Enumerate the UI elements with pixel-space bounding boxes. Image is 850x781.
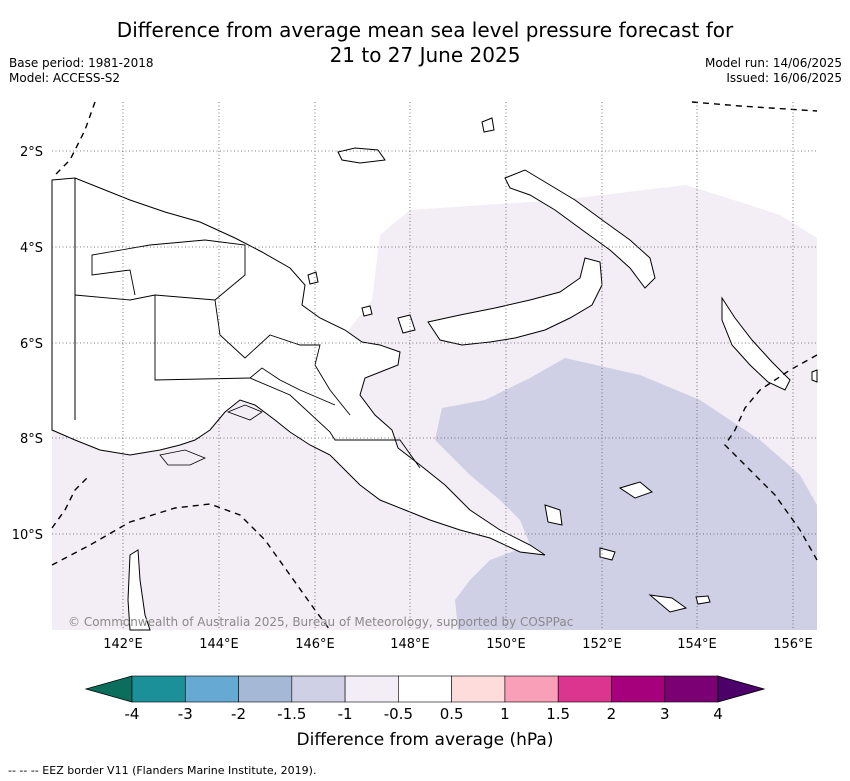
colorbar-segment	[344, 675, 399, 703]
small-island-umboi	[397, 314, 416, 334]
province-boundaries-south	[154, 295, 421, 469]
manus-island	[337, 147, 386, 164]
lon-label-148e: 148°E	[390, 637, 430, 652]
colorbar-segment	[664, 675, 719, 703]
issued-date: Issued: 16/06/2025	[726, 71, 842, 85]
colorbar-segment	[184, 675, 239, 703]
lat-label-4s: 4°S	[20, 241, 43, 256]
new-ireland-island	[504, 169, 656, 289]
colorbar-segment	[291, 675, 346, 703]
colorbar-segment	[504, 675, 559, 703]
colorbar-title: Difference from average (hPa)	[296, 730, 554, 750]
colorbar-tick-label: 3	[660, 705, 670, 723]
copyright-notice: © Commonwealth of Australia 2025, Bureau…	[68, 615, 573, 629]
colorbar-tick-label: 1	[500, 705, 510, 723]
small-island-karkar	[307, 271, 319, 285]
base-period: Base period: 1981-2018	[9, 56, 154, 70]
graticule	[52, 102, 817, 630]
colorbar-tick-label: -2	[231, 705, 246, 723]
small-island-trobriand	[544, 504, 563, 526]
colorbar-segment	[451, 675, 506, 703]
colorbar: -4 -3 -2 -1.5 -1 -0.5 0.5 1 1.5 2 3 4	[84, 675, 766, 723]
small-island-woodlark	[618, 481, 653, 499]
river-mouth	[159, 449, 207, 466]
lat-label-8s: 8°S	[20, 432, 43, 447]
lon-label-142e: 142°E	[103, 637, 143, 652]
title-line-2: 21 to 27 June 2025	[329, 43, 521, 67]
lon-label-154e: 154°E	[677, 637, 717, 652]
colorbar-under-extension	[84, 675, 133, 703]
chart-title: Difference from average mean sea level p…	[0, 18, 850, 68]
run-info: Model run: 14/06/2025 Issued: 16/06/2025	[705, 56, 842, 86]
title-line-1: Difference from average mean sea level p…	[116, 18, 734, 42]
small-island-dentrecasteaux	[599, 547, 616, 561]
eez-border-west	[54, 101, 96, 176]
cape-york-peninsula	[127, 549, 151, 631]
colorbar-segment	[557, 675, 612, 703]
colorbar-segment	[131, 675, 186, 703]
model-info: Base period: 1981-2018 Model: ACCESS-S2	[9, 56, 154, 86]
colorbar-segment	[238, 675, 293, 703]
colorbar-segment	[398, 675, 452, 703]
fly-river-delta	[226, 404, 263, 421]
new-guinea-island	[51, 177, 546, 556]
small-island-north	[481, 117, 495, 133]
eez-border-south	[51, 503, 331, 631]
small-island-east	[695, 595, 711, 605]
colorbar-tick-label: -1.5	[277, 705, 306, 723]
eez-border-southwest	[51, 474, 91, 529]
bougainville-island	[721, 296, 791, 391]
colorbar-tick-label: -0.5	[384, 705, 413, 723]
lat-label-10s: 10°S	[12, 528, 43, 543]
colorbar-over-extension	[717, 675, 766, 703]
colorbar-tick-label: 4	[713, 705, 723, 723]
small-island-rossel	[648, 594, 688, 613]
colorbar-tick-label: -1	[338, 705, 353, 723]
model-run-date: Model run: 14/06/2025	[704, 56, 842, 70]
colorbar-tick-label: 2	[607, 705, 617, 723]
lat-label-2s: 2°S	[20, 145, 43, 160]
small-island-long	[361, 305, 373, 317]
eez-border-east	[724, 354, 818, 561]
eez-border-northeast	[691, 101, 818, 112]
colorbar-segment	[611, 675, 666, 703]
negative-anomaly-region	[435, 358, 817, 630]
eez-footnote: -- -- -- EEZ border V11 (Flanders Marine…	[8, 764, 317, 777]
colorbar-tick-label: -3	[178, 705, 193, 723]
small-island-solomons	[811, 369, 818, 383]
province-boundaries-west	[74, 239, 246, 301]
colorbar-tick-label: -4	[125, 705, 140, 723]
province-boundaries-highlands	[214, 299, 351, 416]
lat-label-6s: 6°S	[20, 337, 43, 352]
province-boundaries-central	[249, 367, 336, 406]
lon-label-152e: 152°E	[582, 637, 622, 652]
lon-label-144e: 144°E	[199, 637, 239, 652]
model-name: Model: ACCESS-S2	[9, 71, 121, 85]
colorbar-tick-label: 1.5	[546, 705, 570, 723]
lon-label-146e: 146°E	[295, 637, 335, 652]
lon-label-156e: 156°E	[773, 637, 813, 652]
colorbar-tick-label: 0.5	[440, 705, 464, 723]
lon-label-150e: 150°E	[486, 637, 526, 652]
